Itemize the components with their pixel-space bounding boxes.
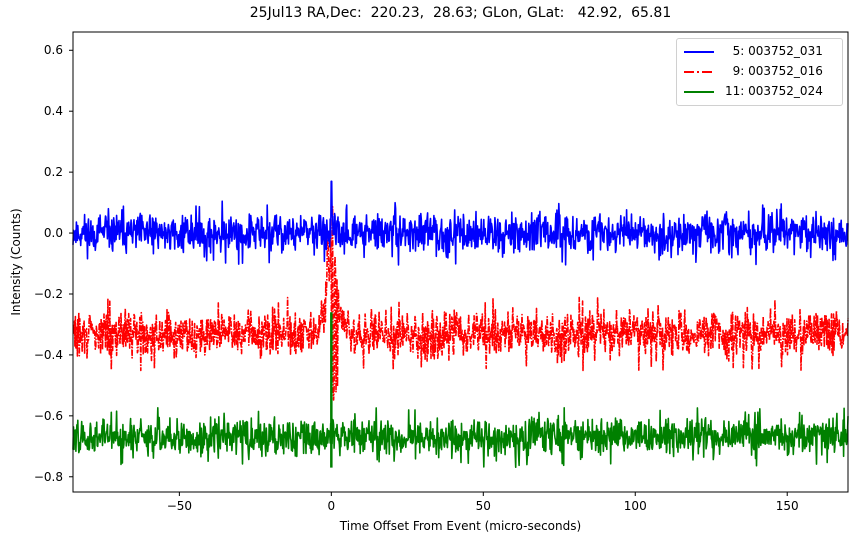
- series-line: [72, 205, 849, 401]
- y-tick-label: 0.2: [43, 165, 63, 180]
- series-line: [72, 180, 849, 266]
- y-tick-label: −0.2: [33, 286, 63, 301]
- x-tick-label: 100: [623, 499, 647, 513]
- y-tick-label: 0.6: [43, 43, 63, 58]
- chart-title: 25Jul13 RA,Dec: 220.23, 28.63; GLon, GLa…: [249, 5, 672, 21]
- y-tick-label: 0.4: [43, 104, 63, 119]
- y-tick-label: −0.4: [33, 347, 63, 362]
- chart-traces: [72, 180, 849, 469]
- y-tick-label: 0.0: [43, 226, 63, 241]
- x-tick-label: 0: [327, 499, 336, 513]
- y-tick-label: −0.8: [33, 469, 63, 484]
- axis-ticks: [69, 49, 788, 496]
- legend-line-solid-icon: [684, 51, 714, 53]
- legend-item: 5: 003752_031: [677, 42, 842, 62]
- x-tick-label: 150: [775, 499, 799, 513]
- legend-line-dashdot-icon: [684, 71, 714, 73]
- legend-label: 9: 003752_016: [725, 64, 823, 78]
- x-axis-label: Time Offset From Event (micro-seconds): [339, 519, 582, 533]
- legend-item: 9: 003752_016: [677, 62, 842, 82]
- series-line: [72, 406, 849, 469]
- legend-label: 5: 003752_031: [725, 44, 823, 58]
- chart-legend: 5: 003752_031 9: 003752_016 11: 003752_0…: [676, 38, 843, 106]
- legend-item: 11: 003752_024: [677, 82, 842, 102]
- x-tick-label: −50: [166, 499, 193, 513]
- y-tick-label: −0.6: [33, 408, 63, 423]
- legend-label: 11: 003752_024: [725, 84, 823, 98]
- axes-frame: [72, 31, 849, 493]
- x-tick-label: 50: [475, 499, 491, 513]
- y-axis-label: Intensity (Counts): [9, 208, 23, 316]
- legend-line-solid-icon: [684, 91, 714, 93]
